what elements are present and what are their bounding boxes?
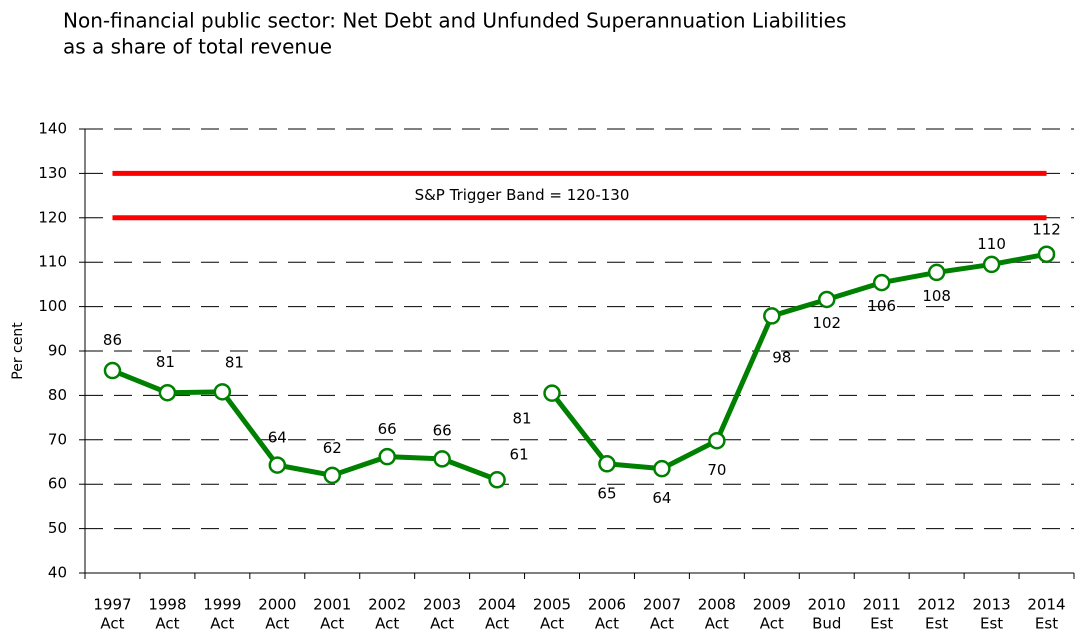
x-tick-label: 2005 <box>533 596 571 614</box>
x-tick-sublabel: Est <box>925 615 948 633</box>
marker <box>268 456 287 474</box>
data-label: 62 <box>323 439 342 457</box>
data-label: 106 <box>867 297 896 315</box>
x-tick-sublabel: Act <box>375 615 399 633</box>
data-label: 81 <box>156 353 175 371</box>
x-tick-sublabel: Act <box>210 615 234 633</box>
y-axis-label: Per cent <box>10 322 26 380</box>
marker <box>543 384 561 402</box>
x-tick-label: 1998 <box>148 596 186 614</box>
x-tick-label: 2013 <box>972 596 1010 614</box>
x-tick-sublabel: Act <box>485 615 509 633</box>
marker <box>982 255 1001 274</box>
x-tick-sublabel: Act <box>155 615 179 633</box>
x-tick-sublabel: Act <box>100 615 124 633</box>
y-tick-label: 50 <box>48 519 67 537</box>
y-tick-label: 120 <box>38 208 67 226</box>
chart-title: Non-financial public sector: Net Debt an… <box>63 9 846 33</box>
marker <box>927 263 946 282</box>
y-tick-label: 140 <box>38 120 67 138</box>
x-tick-sublabel: Act <box>650 615 674 633</box>
marker <box>598 455 616 473</box>
y-tick-label: 100 <box>38 297 67 315</box>
x-tick-label: 2003 <box>423 596 461 614</box>
x-tick-label: 2002 <box>368 596 406 614</box>
x-tick-sublabel: Act <box>540 615 564 633</box>
x-tick-label: 2000 <box>258 596 296 614</box>
marker <box>488 471 506 489</box>
x-tick-sublabel: Act <box>430 615 454 633</box>
marker <box>323 466 341 485</box>
data-label: 64 <box>652 489 671 507</box>
x-tick-label: 1999 <box>203 596 241 614</box>
marker <box>708 431 726 450</box>
data-label: 66 <box>433 421 452 439</box>
y-tick-label: 80 <box>48 386 67 404</box>
x-tick-sublabel: Act <box>320 615 344 633</box>
data-label: 86 <box>103 331 122 349</box>
marker <box>433 450 451 468</box>
data-label: 61 <box>510 445 529 463</box>
chart-title: as a share of total revenue <box>63 35 332 59</box>
data-label: 112 <box>1032 221 1061 239</box>
y-tick-label: 90 <box>48 342 67 360</box>
x-tick-sublabel: Act <box>705 615 729 633</box>
x-tick-sublabel: Act <box>595 615 619 633</box>
marker <box>653 459 671 478</box>
data-label: 66 <box>378 420 397 438</box>
data-label: 110 <box>977 235 1006 253</box>
data-label: 102 <box>812 314 841 332</box>
x-tick-label: 2008 <box>698 596 736 614</box>
x-tick-label: 2004 <box>478 596 516 614</box>
marker <box>763 307 781 325</box>
y-tick-label: 70 <box>48 430 67 448</box>
data-label: 81 <box>512 410 531 428</box>
x-tick-label: 1997 <box>93 596 131 614</box>
marker <box>158 383 177 402</box>
marker <box>103 361 122 380</box>
x-tick-label: 2010 <box>808 596 846 614</box>
x-tick-label: 2006 <box>588 596 626 614</box>
data-label: 64 <box>268 429 287 447</box>
data-label: 108 <box>922 287 951 305</box>
data-label: 81 <box>225 353 244 371</box>
x-tick-label: 2011 <box>863 596 901 614</box>
x-tick-sublabel: Bud <box>812 615 841 633</box>
y-tick-label: 60 <box>48 475 67 493</box>
annotation: S&P Trigger Band = 120-130 <box>415 186 630 204</box>
data-label: 70 <box>707 461 726 479</box>
marker <box>1037 245 1056 263</box>
x-tick-label: 2001 <box>313 596 351 614</box>
marker <box>818 290 836 309</box>
marker <box>378 447 396 466</box>
x-tick-sublabel: Est <box>980 615 1003 633</box>
x-tick-label: 2009 <box>753 596 791 614</box>
x-tick-sublabel: Act <box>760 615 784 633</box>
x-tick-label: 2014 <box>1027 596 1065 614</box>
y-tick-label: 40 <box>48 564 67 582</box>
line <box>111 368 498 483</box>
x-tick-label: 2007 <box>643 596 681 614</box>
marker <box>213 383 232 401</box>
data-label: 65 <box>597 484 616 502</box>
data-label: 98 <box>772 348 791 366</box>
x-tick-sublabel: Act <box>265 615 289 633</box>
y-tick-label: 130 <box>38 164 67 182</box>
x-tick-label: 2012 <box>918 596 956 614</box>
y-tick-label: 110 <box>38 253 67 271</box>
x-tick-sublabel: Est <box>870 615 893 633</box>
marker <box>872 273 891 292</box>
x-tick-sublabel: Est <box>1035 615 1058 633</box>
line <box>550 251 1047 472</box>
